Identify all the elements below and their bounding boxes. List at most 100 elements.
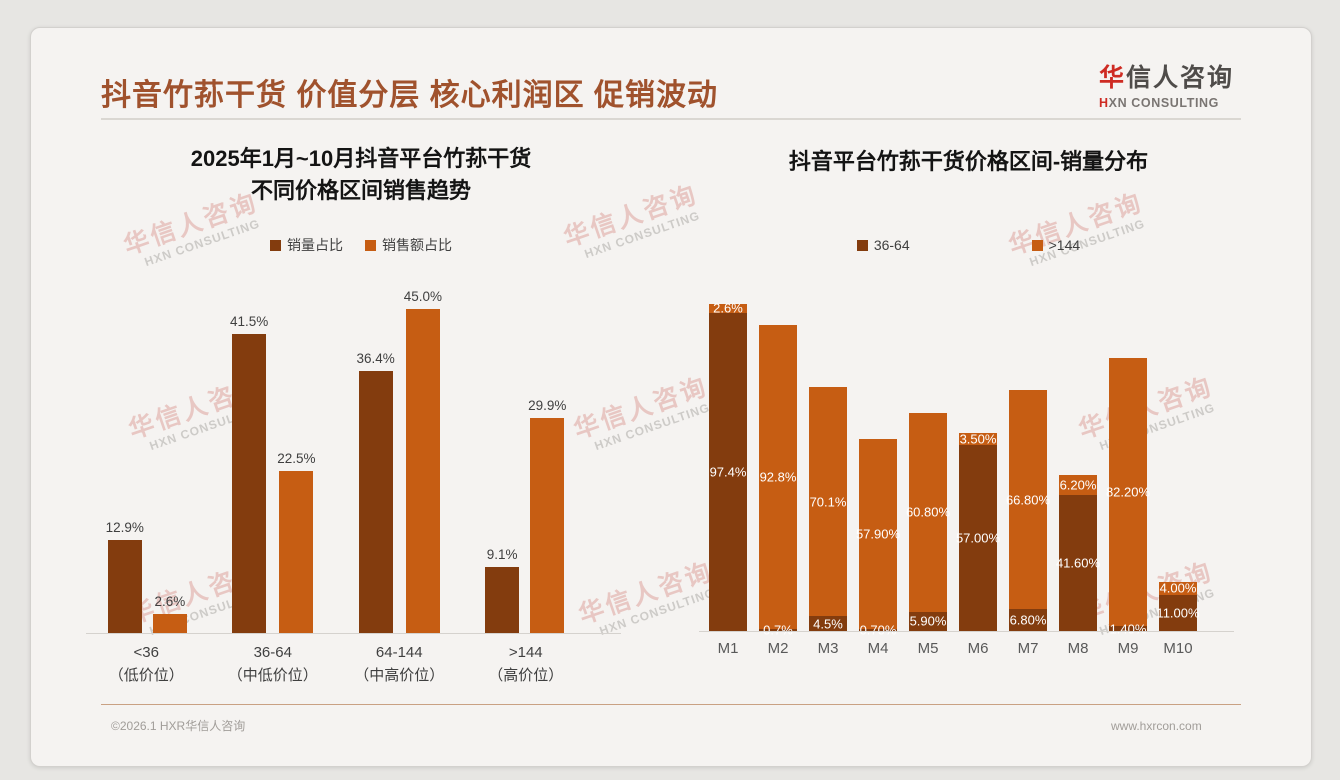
stacked-bar: 6.20% 41.60% bbox=[1055, 474, 1101, 631]
left-chart-title-line1: 2025年1月~10月抖音平台竹荪干货 bbox=[190, 146, 532, 171]
bar-pair: 12.9% 2.6% bbox=[106, 520, 187, 633]
category-range: <36 bbox=[133, 644, 159, 661]
stacked-bar: 82.20% 1.40% bbox=[1105, 357, 1151, 636]
right-chart-category-labels: M1 M2 M3 M4 M5 M6 M7 M8 M9 M10 bbox=[703, 640, 1203, 657]
category-label: 64-144 （中高价位） bbox=[336, 641, 463, 688]
segment-value-label: 0.70% bbox=[859, 622, 897, 638]
stacked-bar-slot-M8: 6.20% 41.60% bbox=[1053, 295, 1103, 631]
left-chart-title-line2: 不同价格区间销售趋势 bbox=[250, 177, 471, 203]
segment-value-label: 92.8% bbox=[759, 469, 797, 485]
bar-pair: 36.4% 45.0% bbox=[356, 289, 442, 633]
bar-pair: 41.5% 22.5% bbox=[230, 314, 316, 633]
bar-pair: 9.1% 29.9% bbox=[485, 398, 566, 633]
category-tier: （低价位） bbox=[108, 667, 184, 685]
segment-36-64: 97.4% bbox=[709, 312, 747, 631]
segment->144: 4.00% bbox=[1159, 580, 1197, 596]
stacked-bar-slot-M10: 4.00% 11.00% bbox=[1153, 295, 1203, 631]
bar-销量占比 bbox=[107, 540, 142, 633]
legend-label: 销量占比 bbox=[287, 237, 343, 253]
category-range: 36-64 bbox=[253, 644, 292, 661]
stacked-bar: 4.00% 11.00% bbox=[1156, 580, 1200, 631]
bar-value-label: 12.9% bbox=[105, 520, 144, 536]
segment-value-label: 57.00% bbox=[955, 530, 1001, 546]
legend-label: 36-64 bbox=[873, 237, 910, 253]
category-label: 36-64 （中低价位） bbox=[210, 641, 337, 688]
legend-item-36-64: 36-64 bbox=[856, 237, 910, 253]
segment->144: 60.80% bbox=[905, 412, 951, 612]
stacked-bar: 92.8% 0.7% bbox=[759, 325, 797, 637]
bar-销售额占比 bbox=[530, 417, 565, 633]
watermark-text-en: HXN CONSULTING bbox=[142, 216, 262, 270]
stacked-bar: 57.90% 0.70% bbox=[855, 439, 901, 637]
bar-value-label: 41.5% bbox=[229, 314, 269, 330]
segment->144: 6.20% bbox=[1059, 474, 1097, 495]
bar-销售额占比 bbox=[405, 309, 440, 633]
stacked-bar-slot-M5: 60.80% 5.90% bbox=[903, 295, 953, 631]
bar-group-64-144: 36.4% 45.0% bbox=[336, 283, 463, 633]
legend-item-sales-amount: 销售额占比 bbox=[365, 235, 452, 255]
company-logo: 华信人咨询 HXN CONSULTING bbox=[1099, 58, 1269, 110]
segment->144: 3.50% bbox=[959, 431, 997, 447]
legend-swatch-dark-brown bbox=[270, 239, 281, 251]
segment->144: 66.80% bbox=[1006, 390, 1050, 609]
segment-36-64: 41.60% bbox=[1055, 494, 1101, 631]
segment->144: 57.90% bbox=[855, 439, 901, 629]
segment-value-label: 97.4% bbox=[709, 464, 747, 480]
month-label: M9 bbox=[1117, 640, 1139, 657]
segment-value-label: 60.80% bbox=[905, 504, 951, 520]
segment-value-label: 82.20% bbox=[1105, 484, 1151, 500]
bar-销量占比 bbox=[485, 567, 520, 633]
bar-group-36-64: 41.5% 22.5% bbox=[210, 283, 337, 633]
logo-cn-red: 华 bbox=[1099, 64, 1127, 92]
right-chart-x-axis bbox=[699, 631, 1234, 632]
slide-card: 抖音竹荪干货 价值分层 核心利润区 促销波动 华信人咨询 HXN CONSULT… bbox=[30, 27, 1312, 767]
left-chart-x-axis bbox=[86, 633, 621, 634]
left-chart-title: 2025年1月~10月抖音平台竹荪干货 不同价格区间销售趋势 bbox=[101, 143, 621, 207]
stacked-bar: 2.6% 97.4% bbox=[709, 301, 747, 631]
logo-en-red: H bbox=[1099, 96, 1109, 110]
segment-value-label: 0.7% bbox=[763, 622, 793, 638]
segment-value-label: 41.60% bbox=[1055, 555, 1101, 571]
segment-value-label: 57.90% bbox=[855, 526, 901, 542]
month-label: M4 bbox=[867, 640, 889, 657]
segment-value-label: 4.00% bbox=[1159, 580, 1197, 596]
bar-value-label: 29.9% bbox=[528, 397, 567, 413]
title-divider bbox=[101, 118, 1241, 120]
stacked-bar-slot-M1: 2.6% 97.4% bbox=[703, 295, 753, 631]
category-range: 64-144 bbox=[375, 644, 423, 661]
logo-en-rest: XN CONSULTING bbox=[1108, 96, 1219, 110]
bar-value-label: 2.6% bbox=[154, 594, 186, 610]
footer-website: www.hxrcon.com bbox=[1111, 719, 1202, 733]
month-label: M1 bbox=[717, 640, 739, 657]
bar-column: 45.0% bbox=[404, 289, 442, 633]
segment->144: 92.8% bbox=[759, 325, 797, 629]
page-title: 抖音竹荪干货 价值分层 核心利润区 促销波动 bbox=[101, 79, 719, 112]
segment-value-label: 3.50% bbox=[959, 431, 997, 447]
category-tier: （中高价位） bbox=[354, 667, 445, 685]
bar-column: 22.5% bbox=[277, 451, 316, 633]
bar-column: 2.6% bbox=[152, 594, 187, 633]
segment-36-64: 5.90% bbox=[909, 611, 947, 631]
segment-36-64: 57.00% bbox=[955, 444, 1001, 631]
category-label: <36 （低价位） bbox=[83, 641, 210, 688]
month-label: M3 bbox=[817, 640, 839, 657]
footer-copyright: ©2026.1 HXR华信人咨询 bbox=[111, 719, 246, 733]
month-label: M2 bbox=[767, 640, 789, 657]
legend-item-gt144: >144 bbox=[1031, 237, 1080, 253]
stacked-bar-slot-M6: 3.50% 57.00% bbox=[953, 295, 1003, 631]
stacked-bar: 60.80% 5.90% bbox=[905, 412, 951, 631]
stacked-bar-slot-M9: 82.20% 1.40% bbox=[1103, 295, 1153, 636]
logo-chinese-text: 华信人咨询 bbox=[1099, 58, 1269, 94]
bar-value-label: 22.5% bbox=[277, 451, 316, 466]
bar-column: 36.4% bbox=[356, 351, 395, 633]
category-range: >144 bbox=[508, 644, 543, 661]
left-chart-plot-area: 12.9% 2.6% 41.5% 22.5% 36.4% 45.0% 9.1% 29.9% bbox=[83, 283, 589, 633]
segment-36-64: 11.00% bbox=[1156, 595, 1200, 631]
segment-value-label: 5.90% bbox=[909, 613, 947, 629]
segment->144: 2.6% bbox=[709, 301, 747, 316]
logo-cn-rest: 信人咨询 bbox=[1126, 64, 1235, 92]
bar-销量占比 bbox=[358, 370, 393, 633]
stacked-bar: 3.50% 57.00% bbox=[955, 431, 1001, 631]
segment->144: 70.1% bbox=[809, 387, 847, 617]
